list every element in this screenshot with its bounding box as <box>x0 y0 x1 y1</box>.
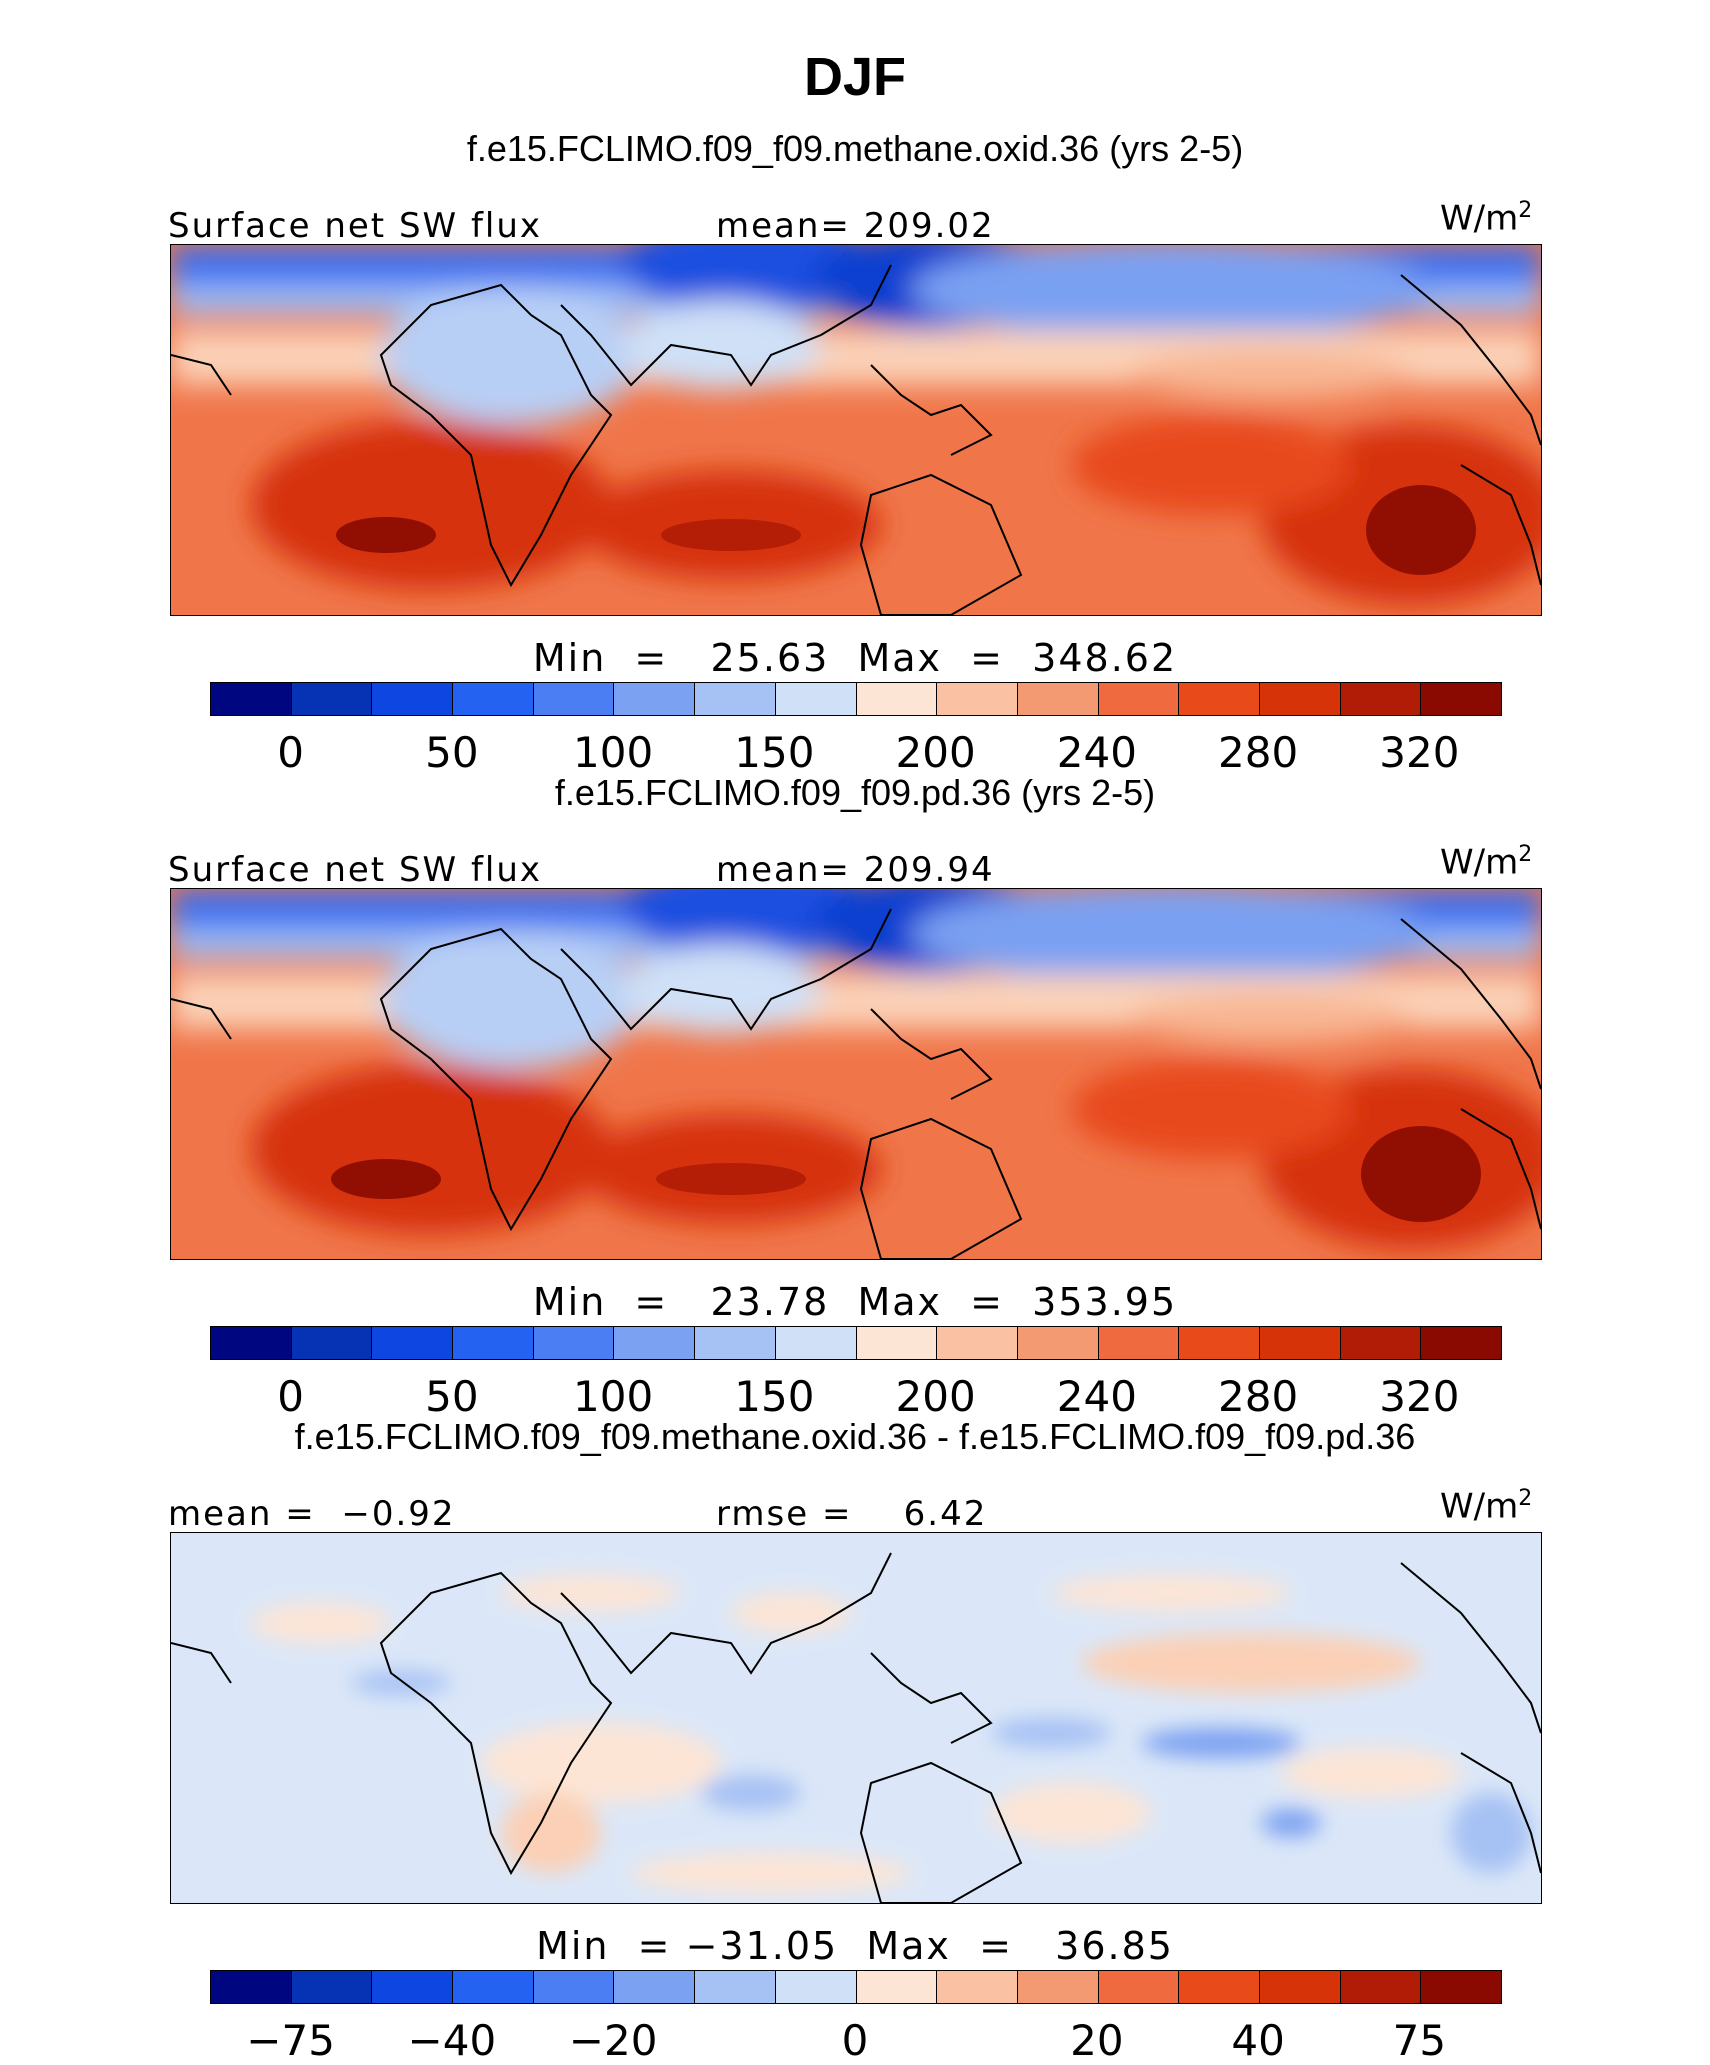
colorbar-swatch <box>1421 1327 1501 1359</box>
colorbar-swatch <box>211 1327 292 1359</box>
panel1-units: W/m2 <box>1440 198 1533 239</box>
colorbar-swatch <box>1017 683 1099 715</box>
colorbar-swatch <box>614 1971 696 2003</box>
panel3-units: W/m2 <box>1440 1486 1533 1527</box>
panel3-case-title: f.e15.FCLIMO.f09_f09.methane.oxid.36 - f… <box>294 1416 1416 1457</box>
colorbar-swatch <box>937 1327 1018 1359</box>
panel1-minmax: Min = 25.63 Max = 348.62 <box>532 636 1178 680</box>
colorbar-swatch <box>775 1327 857 1359</box>
panel2-case-title: f.e15.FCLIMO.f09_f09.pd.36 (yrs 2-5) <box>554 772 1156 813</box>
colorbar-swatch <box>372 1971 454 2003</box>
colorbar-swatch <box>1179 1971 1260 2003</box>
colorbar-tick-label: 0 <box>277 1372 304 1421</box>
panel2-map <box>170 888 1542 1260</box>
colorbar-tick-label: 100 <box>573 1372 654 1421</box>
colorbar-swatch <box>856 1971 938 2003</box>
colorbar-swatch <box>453 1327 534 1359</box>
figure-title: DJF <box>803 47 906 107</box>
colorbar-tick-label: 320 <box>1379 728 1460 777</box>
colorbar-swatch <box>453 683 534 715</box>
panel1-case-title: f.e15.FCLIMO.f09_f09.methane.oxid.36 (yr… <box>466 128 1244 169</box>
colorbar-swatch <box>695 1327 776 1359</box>
panel3-rmse-label: rmse = 6.42 <box>716 1494 988 1534</box>
colorbar-swatch <box>1179 683 1260 715</box>
colorbar-swatch <box>1340 1971 1422 2003</box>
colorbar-swatch <box>614 1327 696 1359</box>
colorbar-swatch <box>1098 683 1180 715</box>
panel2-variable-label: Surface net SW flux <box>168 850 543 890</box>
colorbar-swatch <box>291 1971 373 2003</box>
colorbar-swatch <box>211 1971 292 2003</box>
colorbar-tick-label: 280 <box>1218 1372 1299 1421</box>
panel3-minmax: Min = −31.05 Max = 36.85 <box>536 1924 1174 1968</box>
panel1-mean-label: mean= 209.02 <box>716 206 995 246</box>
colorbar-tick-label: −40 <box>407 2016 497 2065</box>
colorbar-swatch <box>775 1971 857 2003</box>
colorbar-tick-label: −75 <box>246 2016 335 2065</box>
panel1-map <box>170 244 1542 616</box>
colorbar-swatch <box>453 1971 534 2003</box>
panel2-minmax: Min = 23.78 Max = 353.95 <box>532 1280 1178 1324</box>
colorbar-swatch <box>533 1971 615 2003</box>
colorbar-swatch <box>1017 1971 1099 2003</box>
colorbar-swatch <box>211 683 292 715</box>
panel2-mean-label: mean= 209.94 <box>716 850 995 890</box>
colorbar-swatch <box>1340 683 1422 715</box>
colorbar-swatch <box>372 683 454 715</box>
colorbar-swatch <box>695 683 776 715</box>
colorbar-swatch <box>937 1971 1018 2003</box>
colorbar-swatch <box>533 683 615 715</box>
colorbar-swatch <box>856 1327 938 1359</box>
panel1-variable-label: Surface net SW flux <box>168 206 543 246</box>
colorbar-swatch <box>695 1971 776 2003</box>
panel3-map <box>170 1532 1542 1904</box>
colorbar-tick-label: 150 <box>734 728 815 777</box>
panel2-colorbar <box>210 1326 1502 1360</box>
colorbar-tick-label: 0 <box>841 2016 869 2065</box>
colorbar-swatch <box>1340 1327 1422 1359</box>
colorbar-swatch <box>1421 1971 1501 2003</box>
colorbar-swatch <box>1421 683 1501 715</box>
colorbar-swatch <box>1098 1971 1180 2003</box>
colorbar-tick-label: 0 <box>277 728 304 777</box>
colorbar-swatch <box>291 1327 373 1359</box>
colorbar-tick-label: −20 <box>568 2016 658 2065</box>
colorbar-tick-label: 200 <box>895 728 976 777</box>
colorbar-swatch <box>372 1327 454 1359</box>
colorbar-tick-label: 20 <box>1070 2016 1124 2065</box>
colorbar-swatch <box>856 683 938 715</box>
colorbar-tick-label: 40 <box>1231 2016 1285 2065</box>
colorbar-tick-label: 100 <box>573 728 654 777</box>
colorbar-swatch <box>937 683 1018 715</box>
colorbar-tick-label: 240 <box>1056 1372 1137 1421</box>
colorbar-swatch <box>1017 1327 1099 1359</box>
colorbar-tick-label: 50 <box>425 1372 479 1421</box>
panel3-colorbar <box>210 1970 1502 2004</box>
panel1-colorbar <box>210 682 1502 716</box>
colorbar-tick-label: 75 <box>1392 2016 1447 2065</box>
colorbar-tick-label: 280 <box>1218 728 1299 777</box>
colorbar-swatch <box>1179 1327 1260 1359</box>
colorbar-swatch <box>1259 1971 1341 2003</box>
panel3-mean-label: mean = −0.92 <box>168 1494 456 1534</box>
colorbar-tick-label: 240 <box>1056 728 1137 777</box>
colorbar-swatch <box>1259 683 1341 715</box>
colorbar-swatch <box>533 1327 615 1359</box>
colorbar-swatch <box>291 683 373 715</box>
colorbar-swatch <box>1259 1327 1341 1359</box>
panel2-units: W/m2 <box>1440 842 1533 883</box>
colorbar-swatch <box>1098 1327 1180 1359</box>
colorbar-tick-label: 200 <box>895 1372 976 1421</box>
colorbar-tick-label: 50 <box>425 728 479 777</box>
colorbar-swatch <box>614 683 696 715</box>
colorbar-swatch <box>775 683 857 715</box>
colorbar-tick-label: 150 <box>734 1372 815 1421</box>
colorbar-tick-label: 320 <box>1379 1372 1460 1421</box>
